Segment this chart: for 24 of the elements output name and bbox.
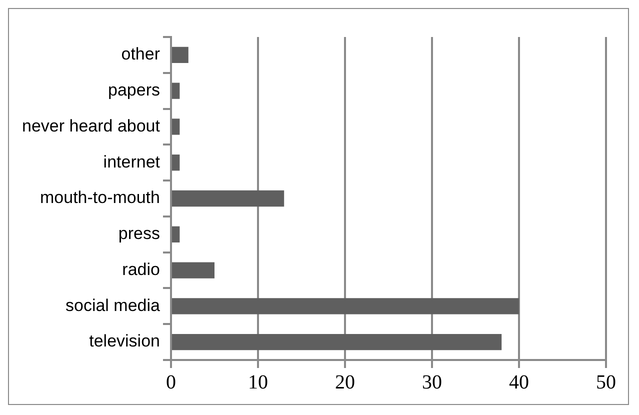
y-tick-label: social media: [65, 296, 161, 315]
y-tick-label: mouth-to-mouth: [40, 188, 160, 208]
y-tick-label: television: [89, 332, 160, 351]
x-tick-label: 40: [509, 371, 529, 394]
bar: [172, 226, 180, 242]
y-tick-label: other: [121, 44, 160, 64]
bar: [172, 46, 188, 64]
x-tick-label: 20: [334, 371, 355, 394]
bar: [172, 334, 502, 350]
y-tick-label: papers: [108, 80, 160, 100]
bar: [172, 118, 180, 135]
bar: [172, 298, 519, 314]
x-tick-label: 10: [248, 371, 268, 394]
bar: [172, 190, 284, 207]
x-tick-label: 30: [422, 371, 442, 394]
x-tick-label: 0: [166, 371, 176, 394]
y-tick-label: radio: [122, 260, 160, 279]
bar: [172, 262, 214, 278]
y-tick-label: internet: [103, 152, 160, 172]
x-tick-label: 50: [596, 371, 616, 394]
y-tick-label: never heard about: [22, 116, 160, 136]
y-tick-label: press: [118, 224, 160, 244]
bar: [172, 82, 180, 99]
bar: [172, 154, 180, 171]
